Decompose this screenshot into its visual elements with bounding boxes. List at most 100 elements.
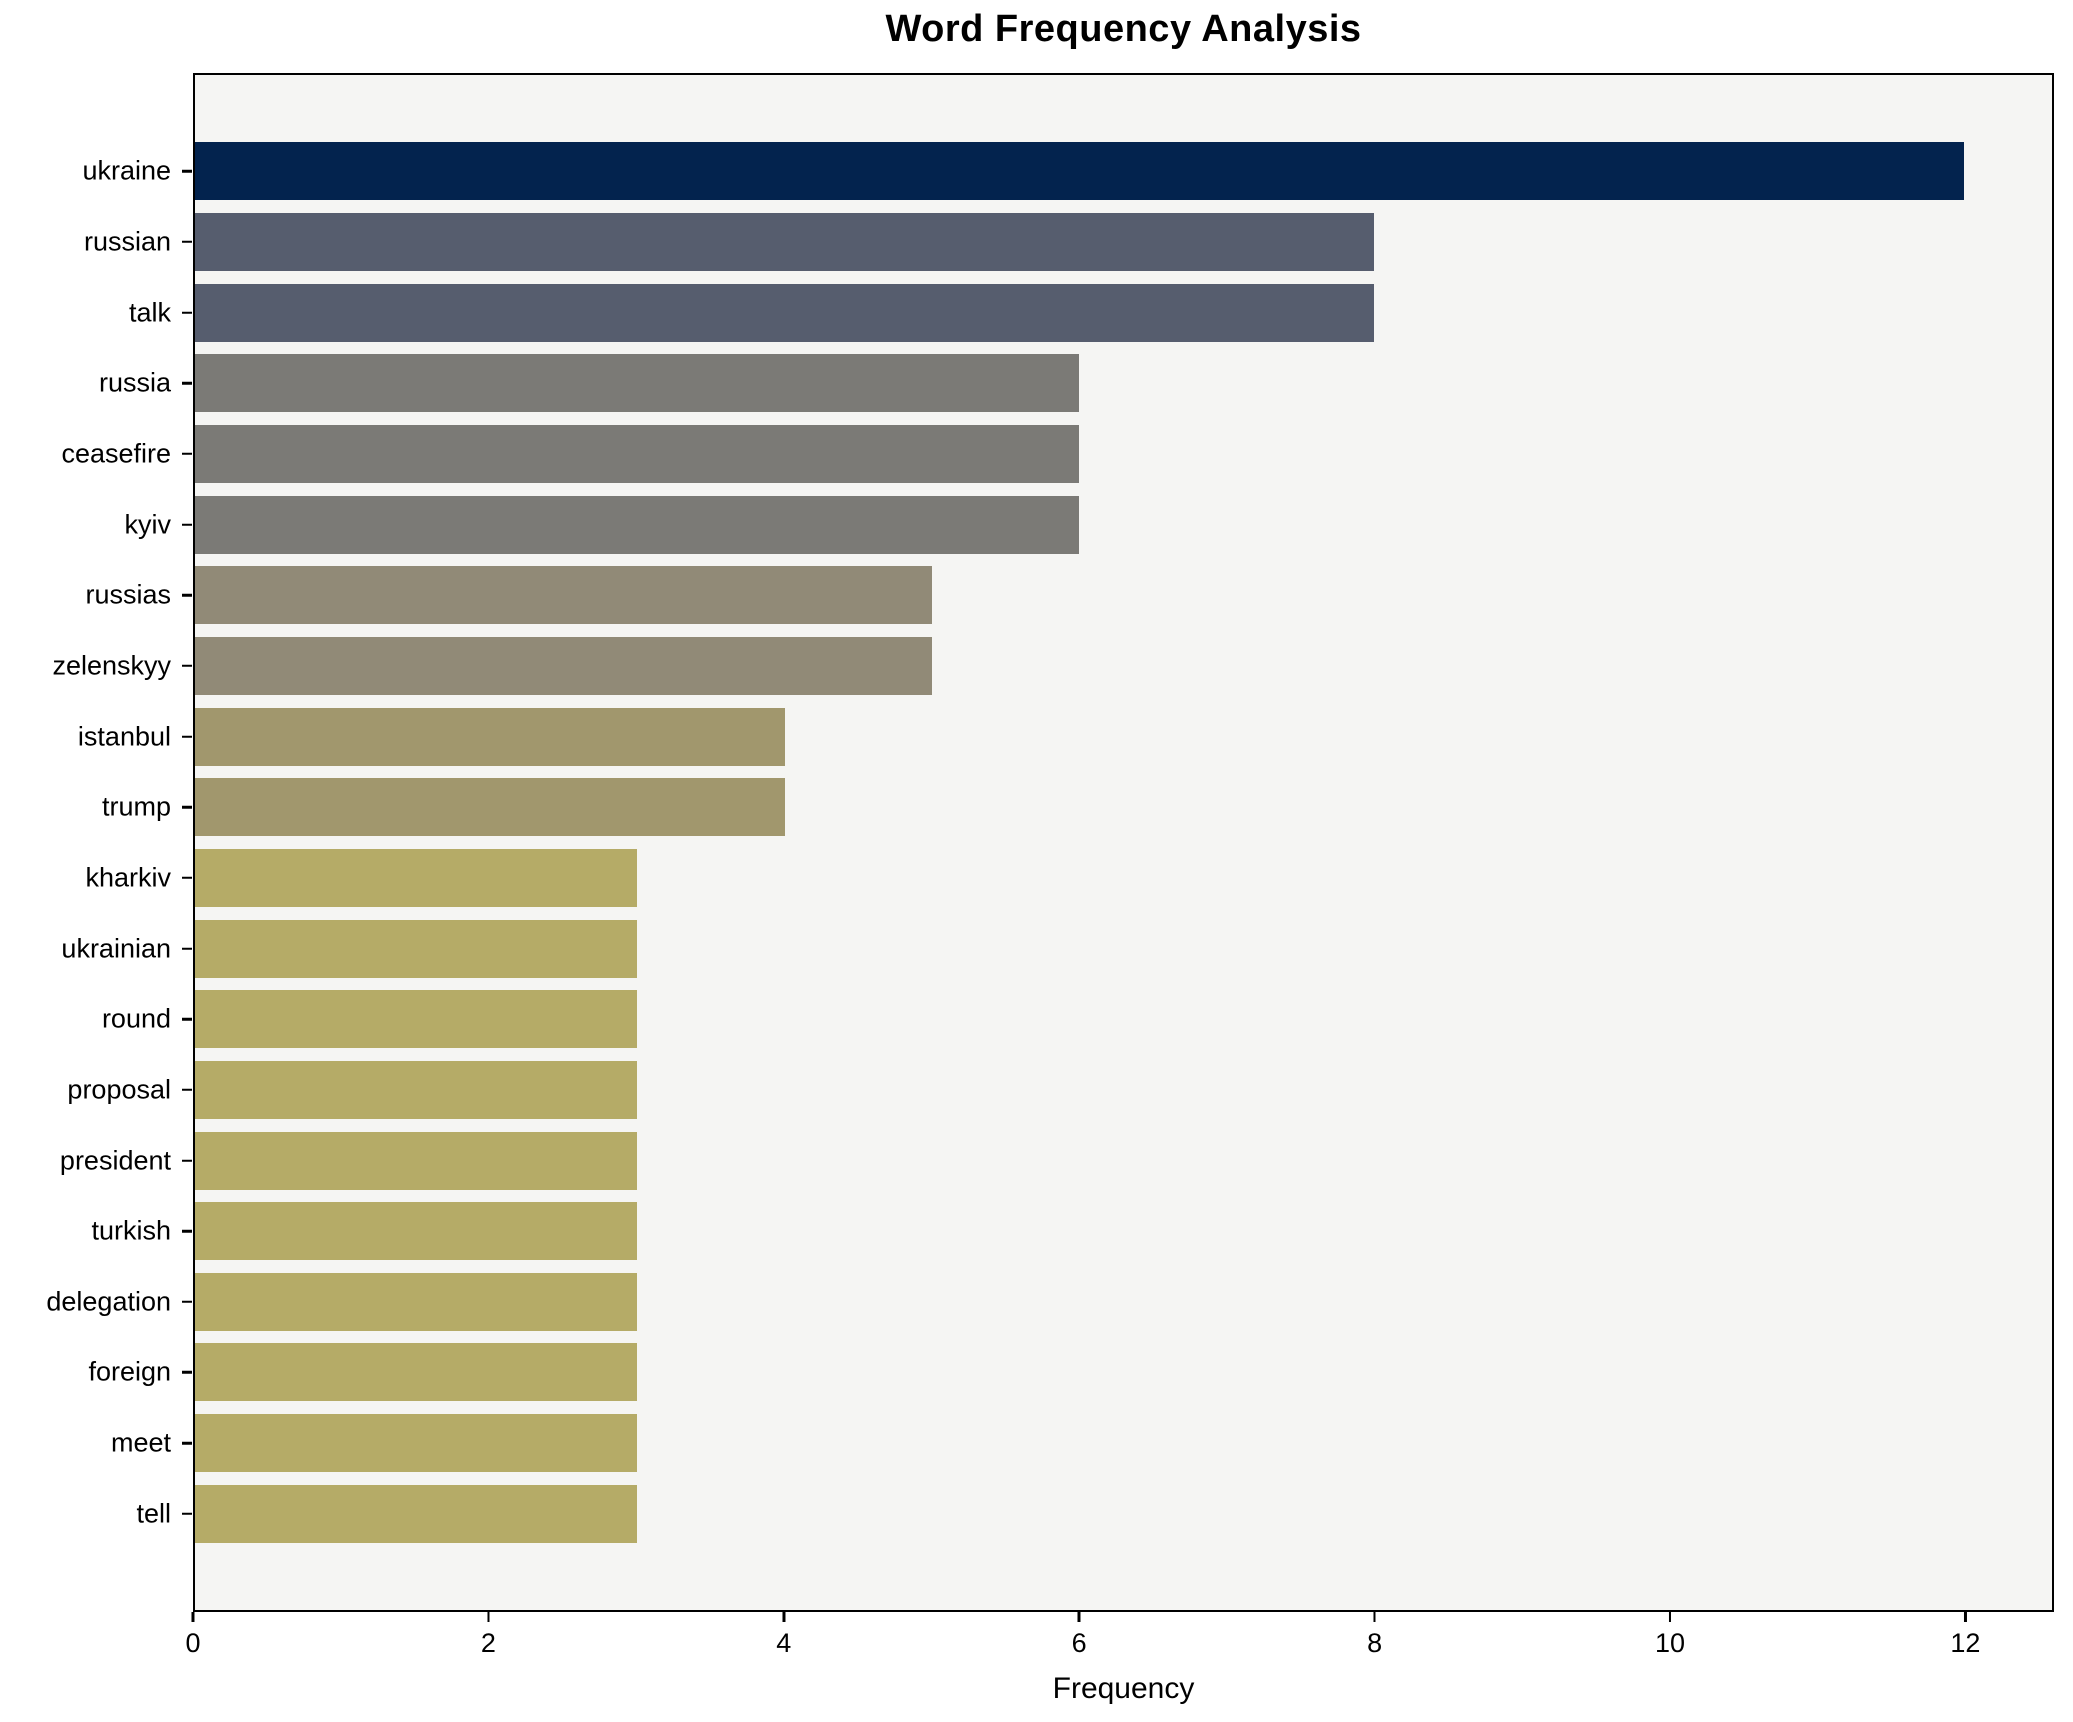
x-tick-mark xyxy=(1373,1612,1376,1622)
y-tick-mark xyxy=(182,382,192,385)
y-axis-label: round xyxy=(101,1003,171,1034)
x-tick: 10 xyxy=(1655,1612,1685,1659)
bar xyxy=(195,778,785,837)
x-tick-label: 2 xyxy=(480,1628,496,1658)
y-axis-label: istanbul xyxy=(77,721,171,752)
y-tick-mark xyxy=(182,523,192,526)
bar xyxy=(195,354,1080,413)
y-axis-label: talk xyxy=(128,297,171,328)
y-axis-label: ceasefire xyxy=(61,438,171,469)
x-tick: 2 xyxy=(481,1612,496,1659)
x-tick-mark xyxy=(1668,1612,1672,1622)
x-tick: 12 xyxy=(1950,1612,1980,1659)
bar xyxy=(195,848,638,907)
y-axis-label: trump xyxy=(101,791,171,822)
plot-area: ukraine russian talk russia ceasefire kyiv rus… xyxy=(46,73,2054,1612)
y-tick-mark xyxy=(182,1017,192,1021)
bar-row: turkish xyxy=(91,1196,2052,1267)
bar xyxy=(195,283,1375,342)
y-axis-label: foreign xyxy=(88,1356,171,1387)
bar xyxy=(195,495,1080,554)
bar-row: tell xyxy=(136,1478,2052,1549)
bar-row: ukraine xyxy=(82,136,2052,207)
bar xyxy=(195,212,1375,271)
bar-row: trump xyxy=(102,772,2052,843)
y-axis-label: zelenskyy xyxy=(52,650,171,681)
x-tick-mark xyxy=(487,1612,490,1622)
y-axis-label: delegation xyxy=(46,1286,171,1317)
bar-row: foreign xyxy=(88,1337,2052,1408)
y-tick-mark xyxy=(182,1512,192,1516)
bar-row: kyiv xyxy=(125,489,2052,560)
bar xyxy=(195,707,785,766)
y-tick-mark xyxy=(182,452,192,456)
x-axis-title: Frequency xyxy=(1052,1672,1195,1705)
x-tick-label: 12 xyxy=(1950,1628,1981,1658)
y-tick-mark xyxy=(182,805,192,809)
y-tick-mark xyxy=(182,1371,192,1374)
bar xyxy=(195,566,932,625)
bar-row: delegation xyxy=(46,1267,2052,1338)
x-tick-label: 6 xyxy=(1071,1628,1087,1658)
bar-row: president xyxy=(60,1125,2052,1196)
y-tick-mark xyxy=(182,1229,192,1233)
y-axis-label: meet xyxy=(110,1427,171,1458)
x-tick-mark xyxy=(1964,1612,1967,1622)
y-axis-label: tell xyxy=(136,1498,171,1529)
y-tick-mark xyxy=(182,1300,192,1304)
bar xyxy=(195,1202,638,1261)
y-tick-mark xyxy=(182,170,192,173)
bar xyxy=(195,990,638,1049)
bar-row: russia xyxy=(99,348,2052,419)
bar xyxy=(195,142,1964,201)
x-tick: 8 xyxy=(1367,1612,1382,1659)
y-axis-label: ukrainian xyxy=(61,933,171,964)
y-tick-mark xyxy=(182,876,192,880)
bar-row: zelenskyy xyxy=(52,631,2052,702)
y-axis-label: kyiv xyxy=(124,509,172,540)
y-axis-label: russia xyxy=(98,367,171,398)
y-tick-mark xyxy=(182,1441,192,1445)
bar xyxy=(195,919,638,978)
x-tick: 0 xyxy=(185,1612,201,1659)
bar-row: russias xyxy=(85,560,2052,631)
y-tick-mark xyxy=(182,664,192,668)
bar-row: kharkiv xyxy=(85,843,2052,914)
bar xyxy=(195,1343,638,1402)
bar xyxy=(195,1060,638,1119)
y-axis-label: president xyxy=(59,1145,171,1176)
y-axis-label: turkish xyxy=(91,1215,171,1246)
bar xyxy=(195,424,1080,483)
bar-row: talk xyxy=(129,277,2052,348)
bar xyxy=(195,1272,638,1331)
x-tick-mark xyxy=(782,1612,786,1622)
x-tick: 4 xyxy=(776,1612,791,1659)
x-tick-mark xyxy=(1077,1612,1081,1622)
y-tick-mark xyxy=(182,311,192,314)
bar-row: ceasefire xyxy=(61,419,2052,490)
bar-row: meet xyxy=(111,1408,2052,1479)
y-tick-mark xyxy=(182,947,192,950)
y-axis-label: russias xyxy=(85,579,171,610)
y-tick-mark xyxy=(182,1088,192,1092)
y-axis-label: kharkiv xyxy=(85,862,171,893)
bar xyxy=(195,636,932,695)
bar-row: ukrainian xyxy=(61,913,2052,984)
chart-title: Word Frequency Analysis xyxy=(885,8,1362,50)
bar-row: round xyxy=(102,984,2052,1055)
bar xyxy=(195,1414,638,1473)
x-axis: 0 2 4 6 8 10 12 xyxy=(185,1612,2054,1668)
x-tick-label: 8 xyxy=(1367,1628,1383,1658)
y-axis-label: ukraine xyxy=(82,155,171,186)
y-tick-mark xyxy=(182,240,192,244)
y-axis-label: proposal xyxy=(67,1074,171,1105)
x-tick-mark xyxy=(191,1612,195,1622)
x-tick: 6 xyxy=(1072,1612,1087,1659)
x-tick-label: 10 xyxy=(1654,1628,1685,1658)
y-tick-mark xyxy=(182,735,192,738)
bar xyxy=(195,1484,638,1543)
x-tick-label: 4 xyxy=(776,1628,792,1658)
y-tick-mark xyxy=(182,594,192,597)
y-tick-mark xyxy=(182,1159,192,1162)
